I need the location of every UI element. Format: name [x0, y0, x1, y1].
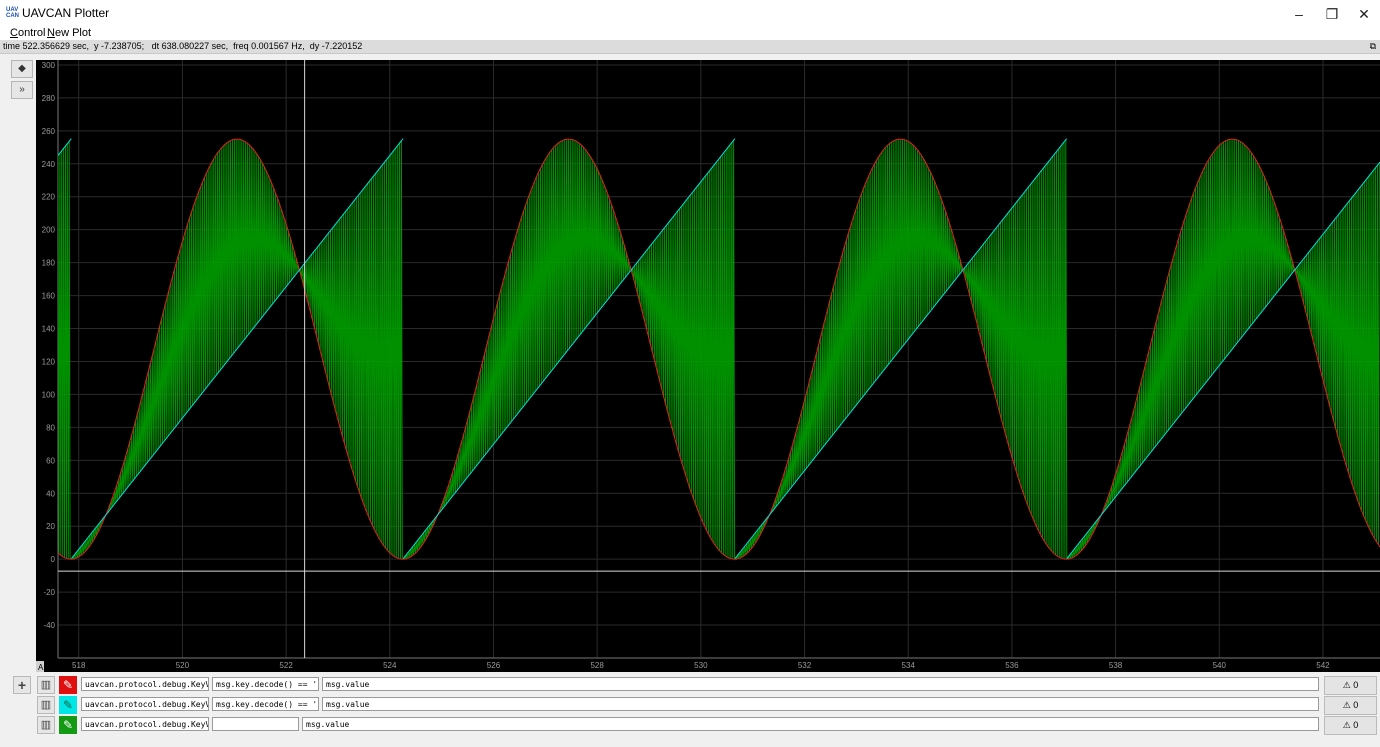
y-tick-label: 220 — [42, 193, 56, 202]
filter-field[interactable]: msg.key.decode() == 'sin' — [212, 677, 319, 691]
expression-field[interactable]: msg.value — [322, 697, 1319, 711]
series-row-1: + ▥ ✎ uavcan.protocol.debug.KeyValue msg… — [0, 676, 1380, 695]
restore-button[interactable]: ❐ — [1325, 6, 1339, 22]
y-tick-label: 280 — [42, 94, 56, 103]
trash-icon: ▥ — [40, 699, 52, 711]
message-type-field[interactable]: uavcan.protocol.debug.KeyValue — [81, 717, 209, 731]
y-tick-label: -20 — [43, 588, 55, 597]
delete-series-button[interactable]: ▥ — [37, 696, 55, 714]
expand-button[interactable]: » — [11, 81, 33, 99]
app-logo-icon: UAV CAN — [6, 7, 19, 19]
y-tick-label: 140 — [42, 325, 56, 334]
pen-icon: ✎ — [62, 678, 74, 692]
pen-icon: ✎ — [62, 718, 74, 732]
message-type-field[interactable]: uavcan.protocol.debug.KeyValue — [81, 677, 209, 691]
y-tick-label: 160 — [42, 292, 56, 301]
warnings-button[interactable]: ⚠ 0 — [1324, 716, 1377, 735]
y-tick-label: 260 — [42, 127, 56, 136]
x-tick-label: 518 — [72, 661, 86, 670]
plot-canvas[interactable]: 518 520 522 524 526 528 530 532 534 536 538 540 542 3… — [36, 60, 1380, 672]
axis-corner-label: A — [38, 663, 44, 672]
delete-series-button[interactable]: ▥ — [37, 676, 55, 694]
y-tick-label: 180 — [42, 259, 56, 268]
x-tick-label: 524 — [383, 661, 397, 670]
clear-plot-button[interactable]: ◆ — [11, 60, 33, 78]
series-row-3: ▥ ✎ uavcan.protocol.debug.KeyValue msg.v… — [0, 716, 1380, 735]
minimize-button[interactable]: – — [1295, 6, 1303, 22]
cursor-readout: time 522.356629 sec, y -7.238705; dt 638… — [3, 41, 363, 51]
title-bar: UAV CAN UAVCAN Plotter – ❐ ✕ — [0, 0, 1380, 26]
filter-field[interactable]: msg.key.decode() == 'stp' — [212, 697, 319, 711]
series-line-msg-value — [58, 139, 1380, 561]
plot-area[interactable]: 518 520 522 524 526 528 530 532 534 536 538 540 542 3… — [36, 60, 1380, 672]
y-tick-label: 240 — [42, 160, 56, 169]
expression-field[interactable]: msg.value — [302, 717, 1319, 731]
y-tick-label: 80 — [46, 423, 55, 432]
x-tick-label: 526 — [487, 661, 501, 670]
x-tick-label: 520 — [176, 661, 190, 670]
y-tick-label: 40 — [46, 489, 55, 498]
x-tick-label: 534 — [902, 661, 916, 670]
add-series-button[interactable]: + — [13, 676, 31, 694]
series-color-button[interactable]: ✎ — [59, 676, 77, 694]
close-button[interactable]: ✕ — [1358, 6, 1370, 22]
warning-icon: ⚠ — [1342, 720, 1351, 730]
x-tick-label: 522 — [279, 661, 293, 670]
series-row-2: ▥ ✎ uavcan.protocol.debug.KeyValue msg.k… — [0, 696, 1380, 715]
series-color-button[interactable]: ✎ — [59, 716, 77, 734]
delete-series-button[interactable]: ▥ — [37, 716, 55, 734]
series-line-stp — [58, 138, 1380, 559]
y-tick-label: 60 — [46, 456, 55, 465]
y-tick-label: 120 — [42, 357, 56, 366]
warning-icon: ⚠ — [1342, 700, 1351, 710]
corner-label-bg — [36, 661, 44, 672]
x-tick-label: 528 — [590, 661, 604, 670]
x-tick-label: 532 — [798, 661, 812, 670]
y-tick-label: 20 — [46, 522, 55, 531]
message-type-field[interactable]: uavcan.protocol.debug.KeyValue — [81, 697, 209, 711]
menu-new-plot[interactable]: New Plot — [47, 27, 92, 39]
y-tick-label: 0 — [51, 555, 56, 564]
window-title: UAVCAN Plotter — [22, 6, 110, 20]
menu-bar: Control New Plot — [0, 26, 1380, 40]
cursor-info-bar: time 522.356629 sec, y -7.238705; dt 638… — [0, 40, 1380, 54]
x-tick-label: 536 — [1005, 661, 1019, 670]
y-tick-label: 100 — [42, 390, 56, 399]
menu-control[interactable]: Control — [10, 27, 46, 39]
series-line-sin — [58, 138, 1380, 560]
x-tick-label: 540 — [1213, 661, 1227, 670]
warnings-button[interactable]: ⚠ 0 — [1324, 696, 1377, 715]
expression-field[interactable]: msg.value — [322, 677, 1319, 691]
x-tick-label: 530 — [694, 661, 708, 670]
series-group — [58, 138, 1380, 561]
series-color-button[interactable]: ✎ — [59, 696, 77, 714]
x-tick-label: 538 — [1109, 661, 1123, 670]
filter-field[interactable] — [212, 717, 299, 731]
eraser-icon: ◆ — [18, 63, 26, 74]
y-tick-label: -40 — [43, 621, 55, 630]
trash-icon: ▥ — [40, 719, 52, 731]
pen-icon: ✎ — [62, 698, 74, 712]
x-tick-label: 542 — [1316, 661, 1330, 670]
y-tick-label: 200 — [42, 226, 56, 235]
trash-icon: ▥ — [40, 679, 52, 691]
warning-icon: ⚠ — [1342, 680, 1351, 690]
warnings-button[interactable]: ⚠ 0 — [1324, 676, 1377, 695]
float-icon[interactable]: ⧉ — [1369, 41, 1376, 51]
y-tick-label: 300 — [42, 61, 56, 70]
